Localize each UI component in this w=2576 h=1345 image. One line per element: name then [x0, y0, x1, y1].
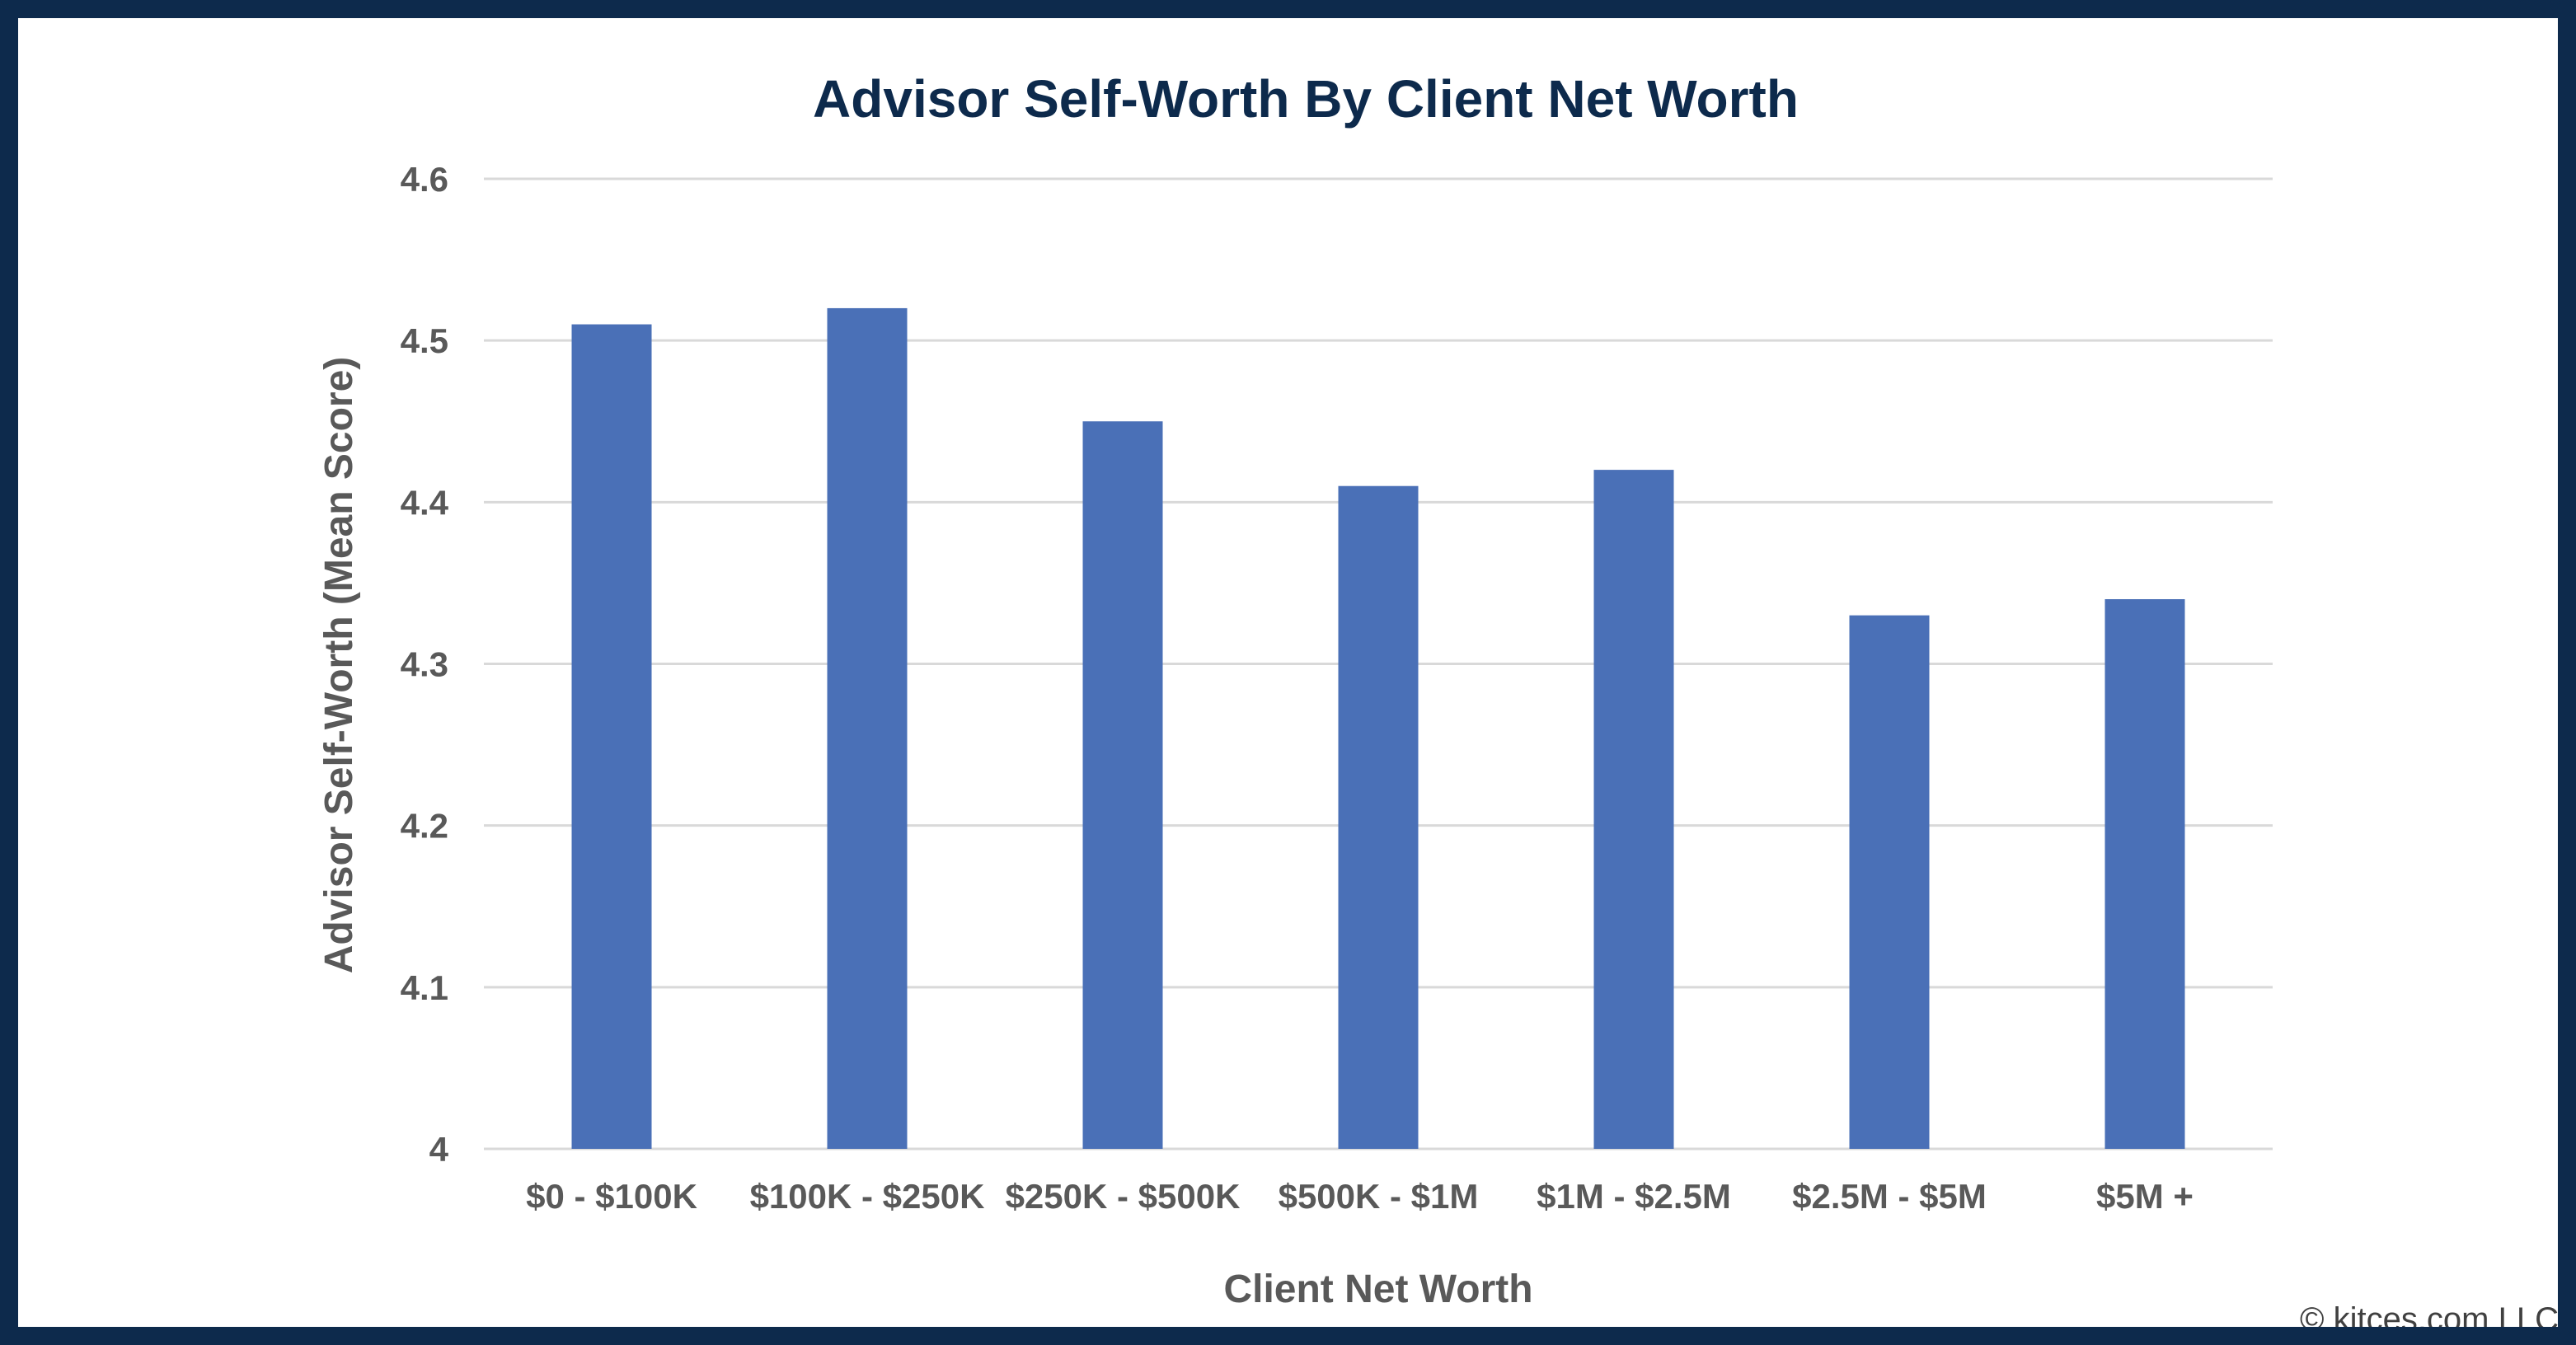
y-tick-label: 4: [429, 1130, 449, 1169]
chart-title: Advisor Self-Worth By Client Net Worth: [813, 69, 1799, 129]
y-tick-label: 4.6: [401, 160, 448, 199]
x-tick-label: $2.5M - $5M: [1792, 1177, 1987, 1216]
x-tick-label: $100K - $250K: [750, 1177, 985, 1216]
y-tick-label: 4.1: [401, 968, 448, 1007]
bar: [571, 324, 652, 1149]
bar: [1082, 421, 1163, 1149]
copyright-credit: © kitces.com LLC: [2300, 1301, 2559, 1338]
y-tick-label: 4.4: [401, 483, 449, 522]
x-tick-label: $250K - $500K: [1006, 1177, 1241, 1216]
x-tick-label: $500K - $1M: [1279, 1177, 1479, 1216]
x-tick-label: $0 - $100K: [526, 1177, 697, 1216]
bar: [827, 307, 908, 1149]
bars: [571, 307, 2185, 1149]
x-axis-ticks: $0 - $100K $100K - $250K $250K - $500K $500…: [526, 1177, 2194, 1216]
y-tick-label: 4.2: [401, 807, 448, 846]
bar-chart: Advisor Self-Worth By Client Net Worth 4…: [317, 69, 2559, 1338]
x-tick-label: $5M +: [2096, 1177, 2194, 1216]
bar: [1849, 615, 1930, 1149]
x-tick-label: $1M - $2.5M: [1537, 1177, 1731, 1216]
y-tick-label: 4.5: [401, 321, 448, 360]
y-tick-label: 4.3: [401, 645, 448, 684]
x-axis-title: Client Net Worth: [1223, 1268, 1532, 1311]
bar: [1338, 485, 1419, 1149]
y-axis-ticks: 4 4.1 4.2 4.3 4.4 4.5 4.6: [401, 160, 449, 1169]
bar: [1593, 470, 1674, 1149]
bar: [2104, 599, 2185, 1149]
y-axis-title: Advisor Self-Worth (Mean Score): [317, 357, 361, 974]
